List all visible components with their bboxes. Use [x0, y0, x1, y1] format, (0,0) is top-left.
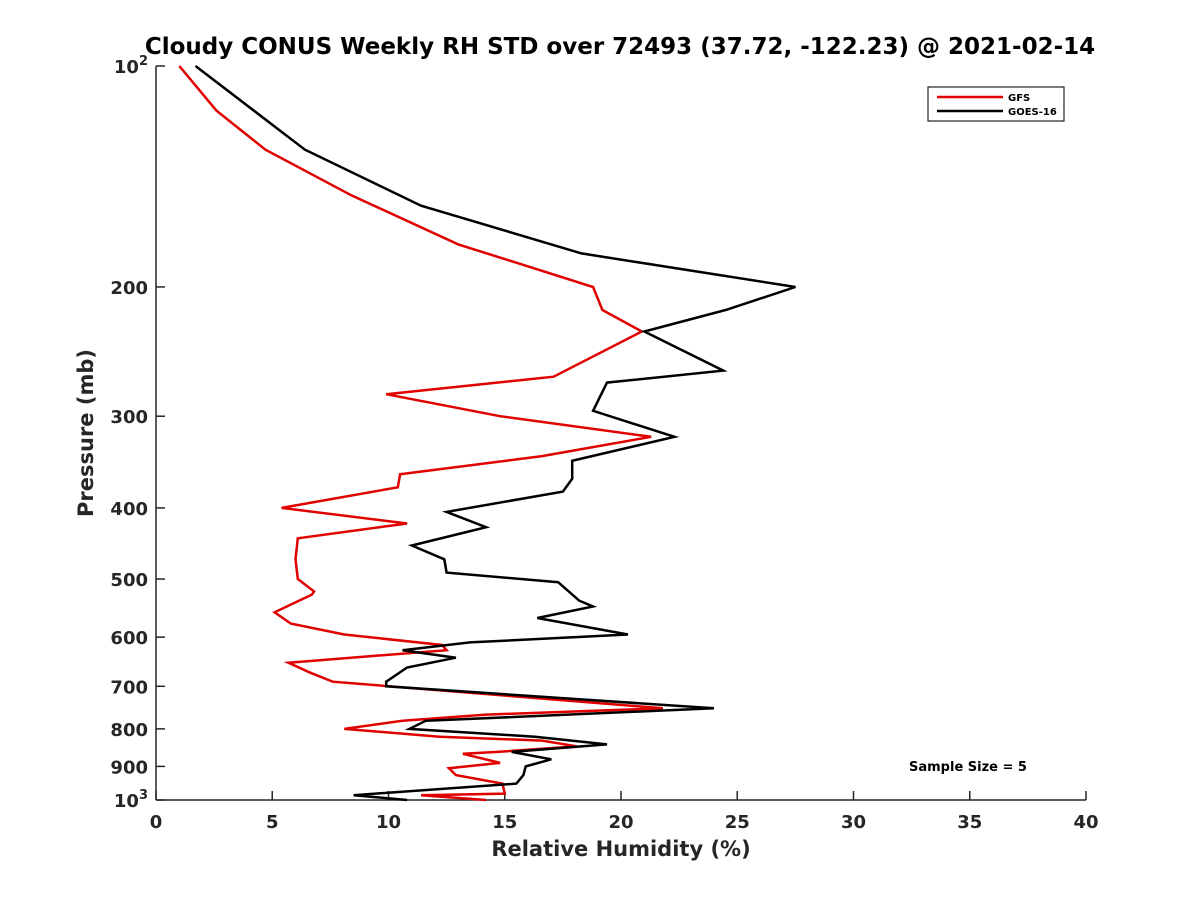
chart-title: Cloudy CONUS Weekly RH STD over 72493 (3…	[145, 34, 1095, 60]
y-tick-label: 700	[110, 677, 148, 698]
series-line-gfs	[178, 65, 664, 802]
y-tick-label: 200	[110, 278, 148, 299]
y-tick-label: 900	[110, 757, 148, 778]
sample-size-annotation: Sample Size = 5	[909, 760, 1027, 775]
y-tick-label: 800	[110, 720, 148, 741]
x-tick-label: 20	[608, 812, 633, 833]
x-tick-label: 10	[376, 812, 401, 833]
y-tick-label: 600	[110, 628, 148, 649]
x-tick-label: 40	[1073, 812, 1098, 833]
legend-label-gfs: GFS	[1008, 93, 1030, 104]
x-tick-label: 30	[841, 812, 866, 833]
y-axis-label: Pressure (mb)	[74, 349, 98, 517]
data-lines	[178, 65, 796, 802]
y-tick-label: 500	[110, 570, 148, 591]
y-tick-label: 103	[114, 788, 148, 812]
y-tick-label: 400	[110, 499, 148, 520]
x-tick-label: 0	[150, 812, 163, 833]
series-line-goes-16	[194, 65, 796, 802]
y-tick-label: 300	[110, 407, 148, 428]
x-tick-label: 5	[266, 812, 279, 833]
x-ticks: 0 5 10 15 20 25 30 35 40	[150, 791, 1099, 833]
y-tick-label: 102	[114, 54, 148, 78]
legend-box	[927, 86, 1065, 122]
x-tick-label: 35	[957, 812, 982, 833]
legend: GFS GOES-16	[927, 86, 1065, 122]
x-tick-label: 25	[725, 812, 750, 833]
x-tick-label: 15	[492, 812, 517, 833]
x-axis-label: Relative Humidity (%)	[491, 837, 750, 861]
legend-label-goes-16: GOES-16	[1008, 107, 1057, 118]
y-ticks: 102 200 300 400 500 600 700 800 900 103	[110, 54, 165, 812]
